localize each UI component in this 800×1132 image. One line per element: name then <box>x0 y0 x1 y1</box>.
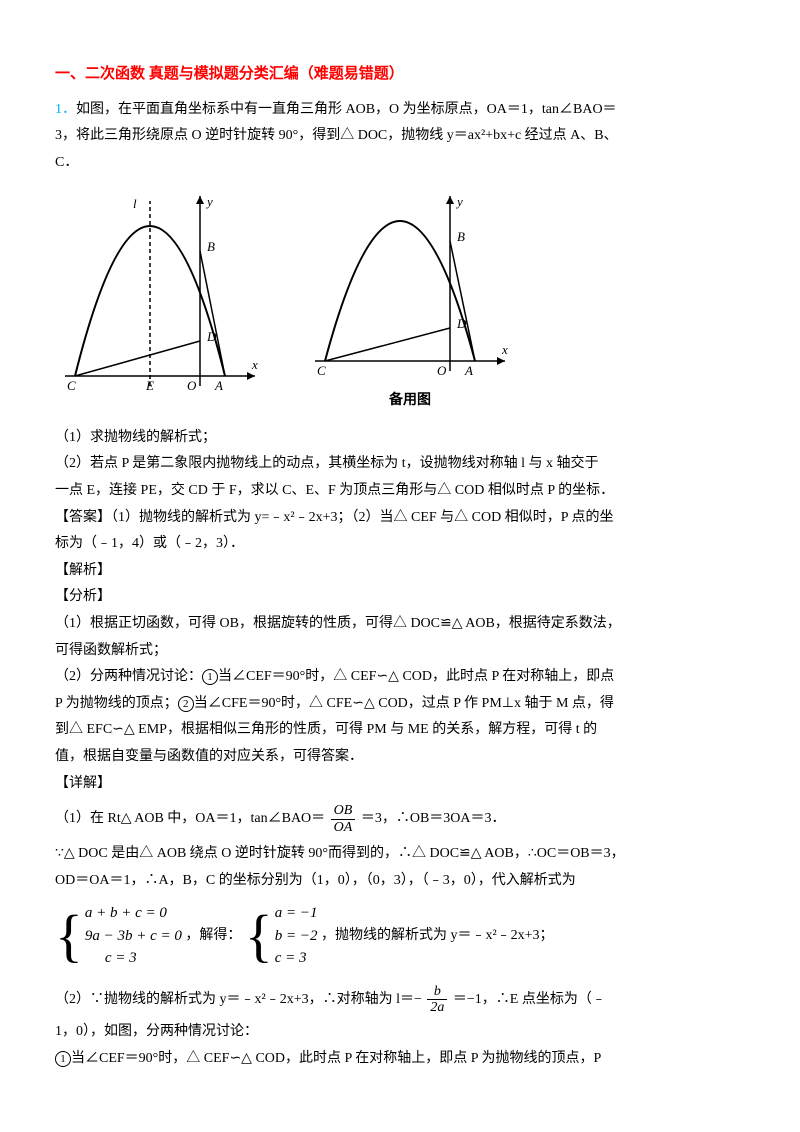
fenxi-p2: （2）分两种情况讨论：1当∠CEF＝90°时，△ CEF∽△ COD，此时点 P… <box>55 664 745 691</box>
figure-right: y B D C O A x 备用图 <box>305 186 515 415</box>
svg-text:x: x <box>251 357 258 372</box>
s5: 当∠CEF＝90°时，△ CEF∽△ COD，此时点 P 在对称轴上，即点 P … <box>71 1051 601 1066</box>
answer-line1: 【答案】（1）抛物线的解析式为 y=﹣x²﹣2x+3；（2）当△ CEF 与△ … <box>55 505 745 532</box>
brace-icon: { <box>55 907 83 965</box>
s1-pre: （1）在 Rt△ AOB 中，OA＝1，tan∠BAO＝ <box>55 811 325 826</box>
circled-1-icon: 1 <box>202 669 218 685</box>
svg-text:C: C <box>317 363 326 378</box>
fenxi-p2d: 值，根据自变量与函数值的对应关系，可得答案． <box>55 744 745 771</box>
figures-row: l y B D C E O A x y B D C O A x 备用图 <box>55 186 745 415</box>
svg-text:B: B <box>457 229 465 244</box>
fenxi-c2: 当∠CFE＝90°时，△ CFE∽△ COD，过点 P 作 PM⊥x 轴于 M … <box>194 696 614 711</box>
svg-text:l: l <box>133 196 137 211</box>
answer-label: 【答案】 <box>55 510 111 525</box>
brace-icon-2: { <box>245 907 273 965</box>
frac-den: OA <box>331 820 356 835</box>
fenxi-p2line2: P 为抛物线的顶点；2当∠CFE＝90°时，△ CFE∽△ COD，过点 P 作… <box>55 691 745 718</box>
svg-text:O: O <box>437 363 447 378</box>
sys-mid: ，解得： <box>185 928 241 943</box>
sys2-e3: c = 3 <box>275 947 318 970</box>
figure-caption: 备用图 <box>389 388 431 415</box>
system-1: { a + b + c = 0 9a − 3b + c = 0 c = 3 <box>55 902 182 970</box>
parabola-diagram-left: l y B D C E O A x <box>55 186 265 406</box>
fenxi-p1a: （1）根据正切函数，可得 OB，根据旋转的性质，可得△ DOC≌△ AOB，根据… <box>55 611 745 638</box>
svg-text:A: A <box>214 378 223 393</box>
problem-stem: 1．如图，在平面直角坐标系中有一直角三角形 AOB，O 为坐标原点，OA＝1，t… <box>55 97 745 124</box>
fraction-ob-oa: OB OA <box>331 803 356 835</box>
frac-den-2a: 2a <box>427 1000 447 1015</box>
sys1-e2: 9a − 3b + c = 0 <box>85 925 182 948</box>
fenxi-p2a: （2）分两种情况讨论： <box>55 669 202 684</box>
s5-line: 1当∠CEF＝90°时，△ CEF∽△ COD，此时点 P 在对称轴上，即点 P… <box>55 1046 745 1073</box>
svg-text:D: D <box>206 329 217 344</box>
problem-number: 1． <box>55 102 76 117</box>
s3-post: ＝−1，∴E 点坐标为（﹣ <box>453 992 606 1007</box>
step3: （2）∵抛物线的解析式为 y＝﹣x²﹣2x+3，∴对称轴为 l＝− b 2a ＝… <box>55 984 745 1016</box>
svg-text:y: y <box>455 194 463 209</box>
s4: 1，0），如图，分两种情况讨论： <box>55 1019 745 1046</box>
fraction-b-2a: b 2a <box>427 984 447 1016</box>
s2a: ∵△ DOC 是由△ AOB 绕点 O 逆时针旋转 90°而得到的，∴△ DOC… <box>55 841 745 868</box>
circled-1b-icon: 1 <box>55 1051 71 1067</box>
circled-2-icon: 2 <box>178 696 194 712</box>
fenxi-p2b: P 为抛物线的顶点； <box>55 696 178 711</box>
svg-text:C: C <box>67 378 76 393</box>
question-2a: （2）若点 P 是第二象限内抛物线上的动点，其横坐标为 t，设抛物线对称轴 l … <box>55 451 745 478</box>
sys2-e1: a = −1 <box>275 902 318 925</box>
system-2: { a = −1 b = −2 c = 3 <box>245 902 318 970</box>
s1-post: ＝3，∴OB＝3OA＝3． <box>361 811 506 826</box>
answer-line2: 标为（﹣1，4）或（﹣2，3）． <box>55 531 745 558</box>
fenxi-p2c: 到△ EFC∽△ EMP，根据相似三角形的性质，可得 PM 与 ME 的关系，解… <box>55 717 745 744</box>
jiexi-label: 【解析】 <box>55 558 745 585</box>
svg-text:B: B <box>207 239 215 254</box>
sys2-e2: b = −2 <box>275 925 318 948</box>
xiangjie-label: 【详解】 <box>55 771 745 798</box>
section-title: 一、二次函数 真题与模拟题分类汇编（难题易错题） <box>55 60 745 89</box>
s3-pre: （2）∵抛物线的解析式为 y＝﹣x²﹣2x+3，∴对称轴为 l＝− <box>55 992 422 1007</box>
frac-num: OB <box>331 803 356 819</box>
parabola-diagram-right: y B D C O A x <box>305 186 515 386</box>
step1: （1）在 Rt△ AOB 中，OA＝1，tan∠BAO＝ OB OA ＝3，∴O… <box>55 803 745 835</box>
question-1: （1）求抛物线的解析式； <box>55 425 745 452</box>
sys1-e1: a + b + c = 0 <box>85 902 182 925</box>
question-2b: 一点 E，连接 PE，交 CD 于 F，求以 C、E、F 为顶点三角形与△ CO… <box>55 478 745 505</box>
fenxi-p1b: 可得函数解析式； <box>55 638 745 665</box>
svg-text:D: D <box>456 316 467 331</box>
figure-left: l y B D C E O A x <box>55 186 265 415</box>
s2b: OD＝OA＝1，∴A，B，C 的坐标分别为（1，0），（0，3），（﹣3，0），… <box>55 868 745 895</box>
svg-text:y: y <box>205 194 213 209</box>
svg-text:E: E <box>145 378 154 393</box>
stem-part2: 3，将此三角形绕原点 O 逆时针旋转 90°，得到△ DOC，抛物线 y＝ax²… <box>55 123 745 150</box>
answer-text1: （1）抛物线的解析式为 y=﹣x²﹣2x+3；（2）当△ CEF 与△ COD … <box>111 510 614 525</box>
stem-part3: C． <box>55 150 745 177</box>
svg-text:O: O <box>187 378 197 393</box>
equation-systems: { a + b + c = 0 9a − 3b + c = 0 c = 3 ，解… <box>55 898 745 974</box>
frac-num-b: b <box>427 984 447 1000</box>
fenxi-label: 【分析】 <box>55 584 745 611</box>
sys1-e3: c = 3 <box>85 947 182 970</box>
svg-text:A: A <box>464 363 473 378</box>
stem-part1: 如图，在平面直角坐标系中有一直角三角形 AOB，O 为坐标原点，OA＝1，tan… <box>76 102 617 117</box>
svg-text:x: x <box>501 342 508 357</box>
fenxi-c1: 当∠CEF＝90°时，△ CEF∽△ COD，此时点 P 在对称轴上，即点 <box>218 669 614 684</box>
sys-post: ，抛物线的解析式为 y＝﹣x²﹣2x+3； <box>321 928 554 943</box>
